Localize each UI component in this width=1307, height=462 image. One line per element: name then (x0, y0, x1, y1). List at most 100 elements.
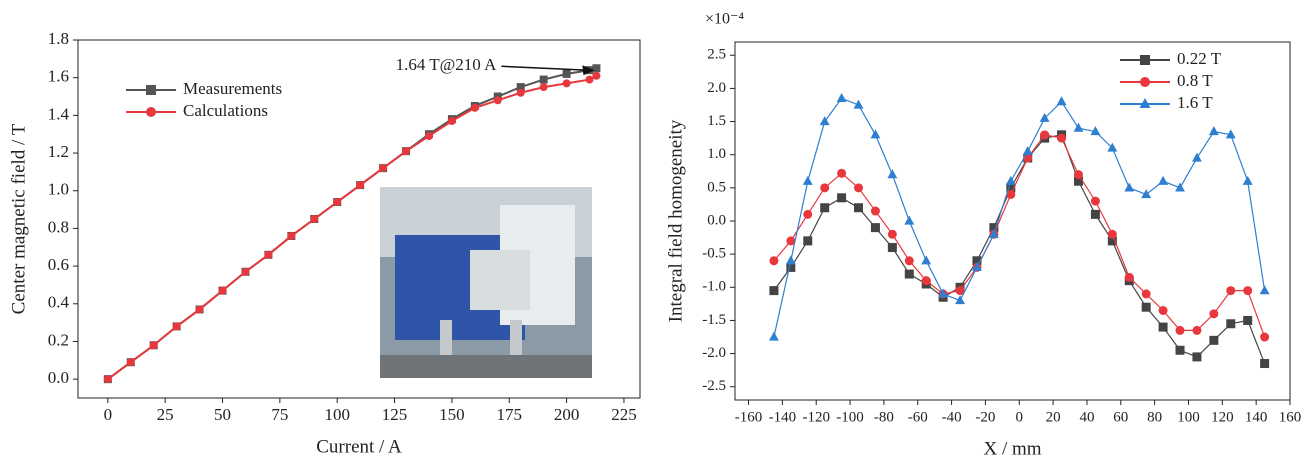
marker (264, 250, 273, 259)
arrow-head (582, 65, 595, 76)
marker (1140, 77, 1150, 87)
x-tick-label: -20 (975, 409, 995, 425)
marker (853, 99, 864, 109)
marker (592, 64, 601, 73)
marker (1005, 175, 1016, 185)
marker (769, 286, 779, 296)
marker (785, 255, 796, 265)
marker (1056, 96, 1067, 106)
y-tick-label: 1.0 (48, 180, 69, 199)
marker (562, 79, 571, 88)
marker (1175, 182, 1185, 192)
marker (1141, 302, 1151, 312)
x-axis-label: X / mm (983, 438, 1041, 457)
y-tick-label: 1.2 (48, 142, 69, 161)
y-tick-label: 1.4 (48, 104, 70, 123)
x-tick-label: -160 (735, 409, 763, 425)
marker (585, 75, 594, 84)
marker (1260, 332, 1270, 342)
marker (972, 262, 982, 272)
marker (803, 209, 813, 219)
marker (837, 193, 847, 203)
marker (1073, 176, 1083, 186)
marker (836, 92, 847, 102)
marker (1107, 236, 1117, 246)
x-tick-label: 40 (1079, 409, 1094, 425)
marker (870, 129, 881, 139)
y-tick-label: 2.0 (707, 80, 726, 96)
marker (1260, 359, 1270, 369)
marker (1208, 126, 1219, 136)
marker (989, 223, 999, 233)
y-tick-label: 1.5 (707, 113, 726, 129)
marker (803, 236, 813, 246)
legend-label: 0.22 T (1177, 49, 1222, 68)
marker (562, 69, 571, 78)
marker (837, 168, 847, 178)
marker (356, 181, 365, 190)
marker (1175, 325, 1185, 335)
marker (516, 88, 525, 97)
marker (172, 322, 181, 331)
marker (1192, 325, 1202, 335)
marker (1040, 130, 1050, 140)
x-tick-label: 160 (1279, 409, 1302, 425)
marker (1090, 126, 1101, 136)
marker (1209, 335, 1219, 345)
marker (904, 269, 914, 279)
x-tick-label: -120 (802, 409, 830, 425)
legend-label: Calculations (183, 101, 268, 120)
marker (149, 341, 158, 350)
marker (1006, 189, 1016, 199)
x-tick-label: -60 (908, 409, 928, 425)
x-tick-label: 150 (439, 405, 465, 424)
marker (1158, 306, 1168, 315)
marker (516, 83, 525, 92)
marker (470, 103, 479, 112)
y-tick-label: 1.0 (707, 146, 726, 162)
legend-label: 1.6 T (1177, 93, 1213, 112)
marker (424, 132, 433, 141)
marker (1175, 345, 1185, 355)
y-tick-label: 1.6 (48, 67, 69, 86)
y-tick-label: 0.4 (48, 293, 70, 312)
y-tick-label: 0.0 (48, 368, 69, 387)
marker (103, 375, 112, 384)
marker (1022, 145, 1033, 155)
x-tick-label: -80 (874, 409, 894, 425)
marker (1124, 182, 1135, 192)
marker (921, 255, 932, 265)
marker (539, 75, 548, 84)
x-tick-label: 0 (104, 405, 113, 424)
x-tick-label: 200 (554, 405, 580, 424)
marker (1158, 322, 1168, 332)
marker (195, 305, 204, 314)
marker (820, 183, 830, 193)
marker (1090, 196, 1100, 206)
marker (1140, 55, 1150, 65)
y-tick-label: 1.8 (48, 29, 69, 48)
x-tick-label: 80 (1147, 409, 1162, 425)
marker (379, 164, 388, 173)
marker (955, 295, 965, 305)
marker (1209, 309, 1219, 319)
marker (241, 267, 250, 276)
marker (988, 228, 999, 238)
marker (146, 85, 156, 95)
marker (938, 288, 949, 298)
marker (854, 183, 864, 193)
marker (402, 147, 411, 156)
marker (310, 215, 319, 223)
x-tick-label: 50 (214, 405, 231, 424)
y-axis-label: Integral field homogeneity (665, 119, 686, 322)
marker (904, 215, 915, 225)
marker (870, 206, 880, 216)
y-axis-label: Center magnetic field / T (8, 123, 29, 314)
marker (1158, 175, 1169, 185)
marker (287, 231, 296, 240)
y-tick-label: 0.0 (707, 212, 726, 228)
marker (887, 169, 898, 179)
marker (887, 243, 897, 253)
x-tick-label: 140 (1245, 409, 1268, 425)
